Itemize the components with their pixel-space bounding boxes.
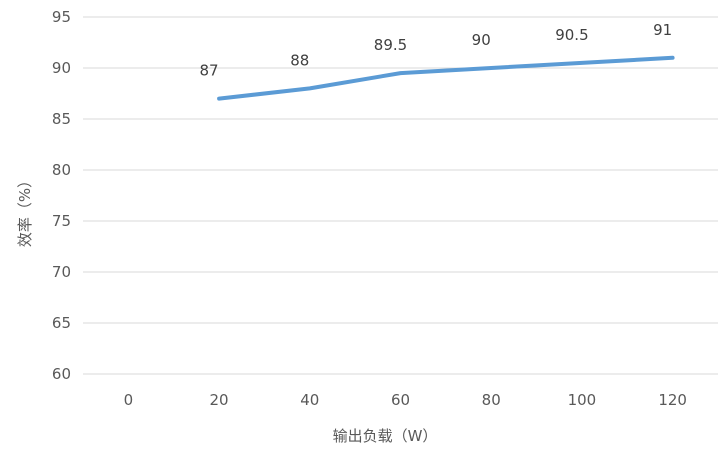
data-label: 87: [200, 62, 219, 80]
series-lines: [217, 55, 675, 101]
data-label: 91: [653, 21, 672, 39]
data-label: 90.5: [555, 26, 588, 44]
y-axis-ticks: 60 65 70 75 80 85 90 95: [52, 8, 71, 383]
x-tick-label: 40: [300, 391, 319, 409]
data-label: 90: [472, 31, 491, 49]
data-label: 89.5: [374, 36, 407, 54]
x-tick-label: 120: [658, 391, 687, 409]
y-tick-label: 60: [52, 365, 71, 383]
x-tick-label: 80: [482, 391, 501, 409]
series-line: [217, 55, 675, 101]
y-tick-label: 90: [52, 59, 71, 77]
y-axis-title: 效率（%）: [16, 173, 34, 247]
y-tick-label: 80: [52, 161, 71, 179]
x-tick-label: 100: [568, 391, 597, 409]
y-tick-label: 70: [52, 263, 71, 281]
data-label: 88: [290, 51, 309, 69]
y-tick-label: 85: [52, 110, 71, 128]
x-axis-ticks: 0 20 40 60 80 100 120: [124, 391, 687, 409]
gridlines: [83, 16, 718, 375]
y-tick-label: 95: [52, 8, 71, 26]
y-tick-label: 75: [52, 212, 71, 230]
x-tick-label: 20: [210, 391, 229, 409]
x-axis-title: 输出负载（W）: [333, 427, 438, 445]
data-labels: 87 88 89.5 90 90.5 91: [200, 21, 673, 80]
x-tick-label: 0: [124, 391, 134, 409]
y-tick-label: 65: [52, 314, 71, 332]
x-tick-label: 60: [391, 391, 410, 409]
